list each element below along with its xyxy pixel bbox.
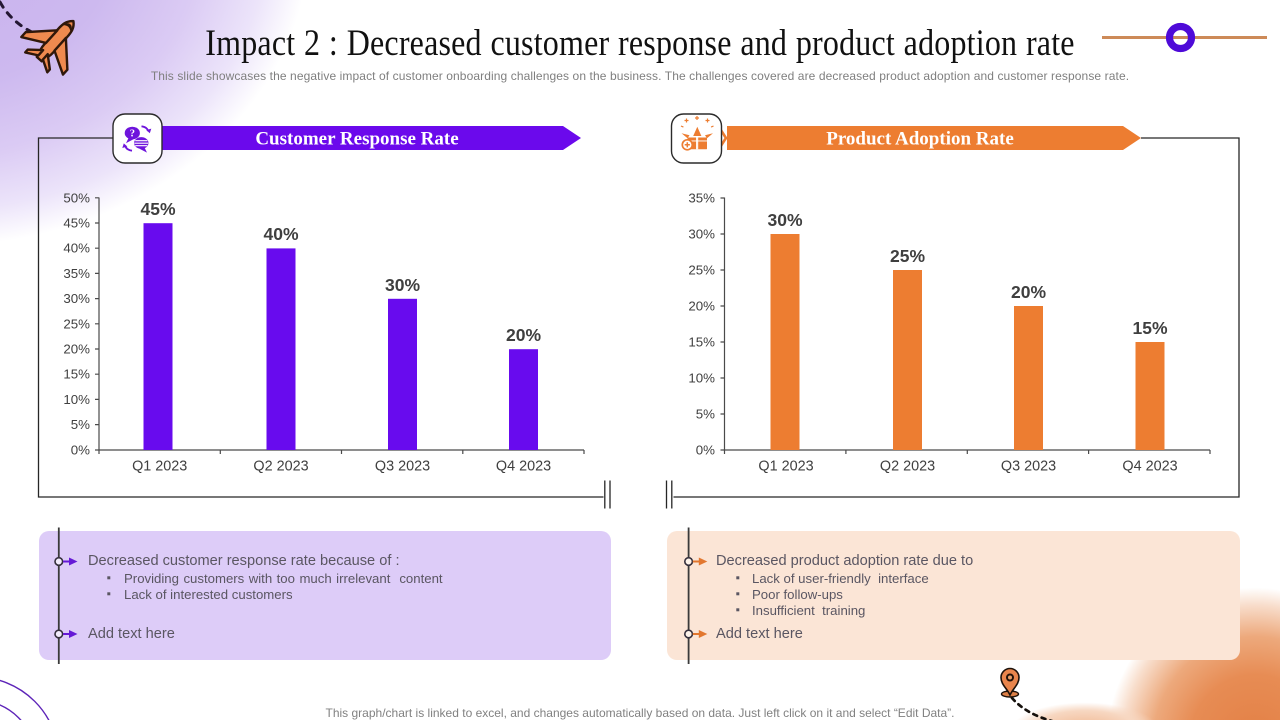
svg-text:0%: 0% [696, 443, 715, 458]
svg-text:35%: 35% [688, 191, 715, 206]
svg-text:25%: 25% [688, 263, 715, 278]
svg-text:20%: 20% [688, 299, 715, 314]
svg-text:30%: 30% [688, 227, 715, 242]
svg-text:15%: 15% [688, 335, 715, 350]
svg-text:Q3 2023: Q3 2023 [375, 459, 430, 475]
svg-text:10%: 10% [63, 392, 90, 407]
svg-text:40%: 40% [63, 241, 90, 256]
svg-text:Q2 2023: Q2 2023 [880, 459, 935, 475]
svg-text:35%: 35% [63, 266, 90, 281]
svg-text:20%: 20% [63, 342, 90, 357]
svg-text:Product Adoption Rate: Product Adoption Rate [826, 129, 1014, 150]
svg-text:50%: 50% [63, 190, 90, 205]
svg-text:10%: 10% [688, 371, 715, 386]
svg-text:45%: 45% [140, 199, 175, 219]
svg-text:25%: 25% [890, 246, 925, 266]
svg-text:Q4 2023: Q4 2023 [496, 459, 551, 475]
svg-text:Customer Response Rate: Customer Response Rate [255, 129, 458, 150]
svg-text:30%: 30% [63, 291, 90, 306]
svg-text:0%: 0% [71, 442, 90, 457]
svg-text:Q1 2023: Q1 2023 [132, 459, 187, 475]
svg-text:Q4 2023: Q4 2023 [1122, 459, 1177, 475]
svg-text:?: ? [130, 129, 135, 140]
svg-text:15%: 15% [63, 367, 90, 382]
svg-text:40%: 40% [263, 224, 298, 244]
svg-text:20%: 20% [506, 325, 541, 345]
svg-text:Q2 2023: Q2 2023 [253, 459, 308, 475]
svg-text:45%: 45% [63, 216, 90, 231]
svg-text:5%: 5% [71, 417, 90, 432]
svg-text:5%: 5% [696, 407, 715, 422]
svg-text:30%: 30% [767, 210, 802, 230]
svg-text:25%: 25% [63, 316, 90, 331]
svg-text:30%: 30% [385, 275, 420, 295]
svg-text:15%: 15% [1132, 318, 1167, 338]
svg-text:Q1 2023: Q1 2023 [758, 459, 813, 475]
svg-text:Q3 2023: Q3 2023 [1001, 459, 1056, 475]
svg-text:20%: 20% [1011, 282, 1046, 302]
